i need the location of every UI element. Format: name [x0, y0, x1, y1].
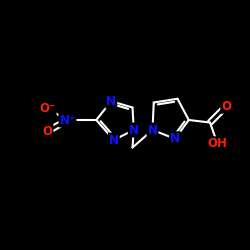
Text: O: O	[221, 100, 231, 113]
Text: N: N	[109, 134, 119, 146]
Text: O: O	[42, 125, 52, 138]
Text: N: N	[170, 132, 180, 145]
Text: N: N	[106, 95, 116, 108]
Text: OH: OH	[208, 137, 228, 150]
Text: N: N	[129, 124, 139, 136]
Text: O⁻: O⁻	[40, 102, 56, 115]
Text: N: N	[148, 124, 158, 136]
Text: N⁺: N⁺	[60, 114, 76, 126]
